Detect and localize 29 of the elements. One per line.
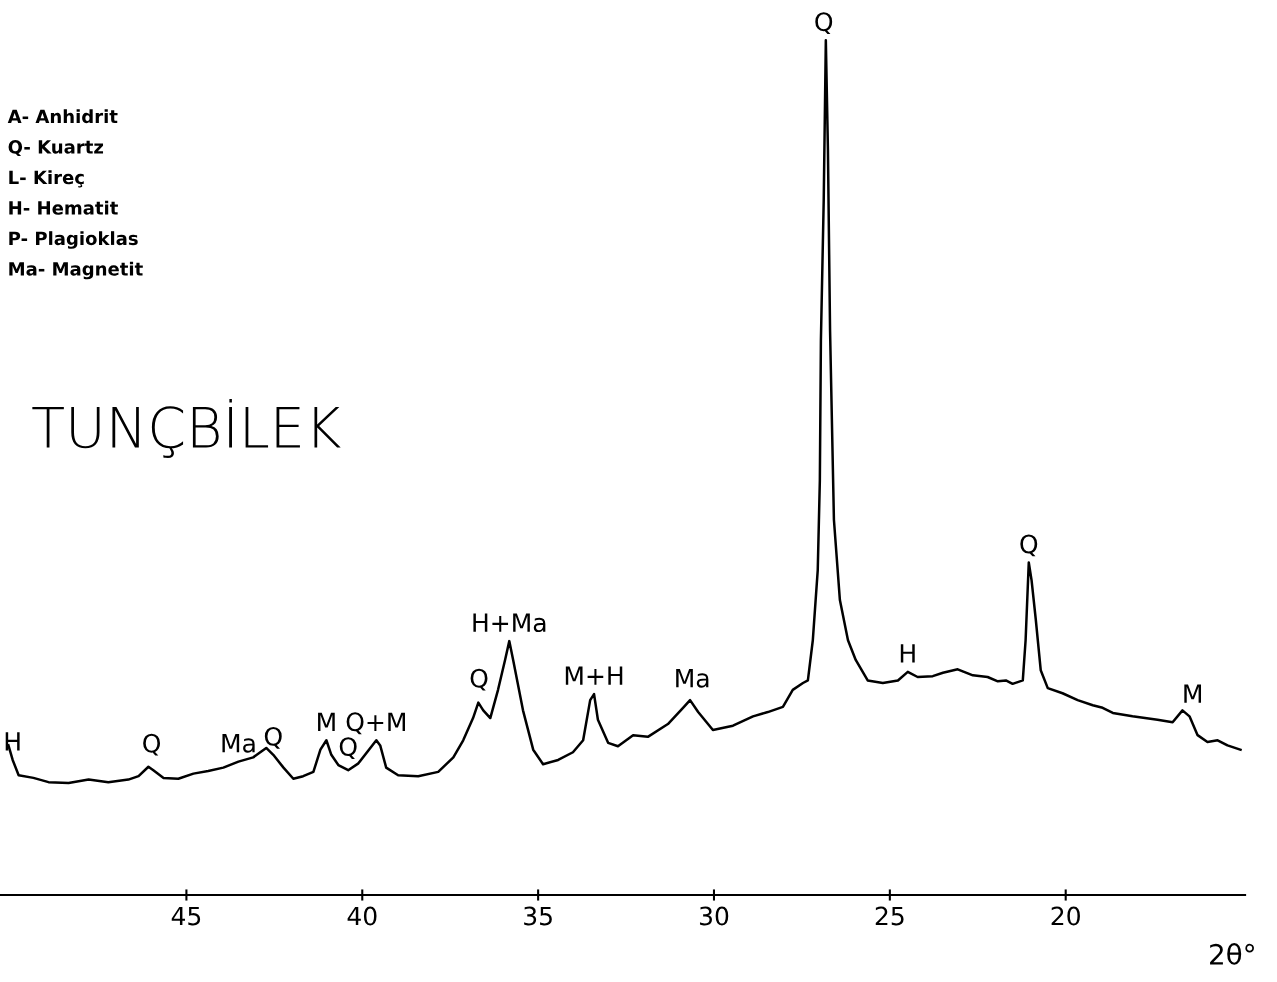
- annotation: Ma- Magnetit: [9, 261, 143, 280]
- annotation: Q: [143, 733, 161, 756]
- annotation: H: [5, 732, 20, 751]
- annotation: Q: [264, 726, 282, 749]
- annotation: Q- Kuartz: [8, 140, 104, 157]
- x-tick-label: 45: [171, 906, 201, 926]
- annotation: Ma: [676, 669, 709, 688]
- annotation: P- Plagioklas: [9, 231, 138, 249]
- annotation: Q: [815, 12, 833, 35]
- annotation: L- Kireç: [9, 170, 84, 188]
- annotation: M: [318, 712, 335, 731]
- text: TUNÇBİLEK: [32, 398, 341, 459]
- annotation: Q+M: [346, 712, 405, 735]
- x-tick-label: 25: [875, 906, 904, 926]
- annotation: Ma: [222, 734, 255, 753]
- x-axis-title: 2θ°: [1210, 943, 1254, 965]
- annotation: A- Anhidrit: [7, 109, 118, 124]
- annotation: M: [1184, 684, 1202, 703]
- annotation: Q: [339, 737, 357, 759]
- annotation: Q: [1020, 534, 1038, 557]
- x-tick-label: 35: [524, 906, 552, 926]
- annotation: M+H: [565, 666, 623, 685]
- annotation: H- Hematit: [9, 200, 118, 215]
- annotation: H: [900, 644, 915, 663]
- x-tick-label: 40: [347, 906, 377, 926]
- annotation: Q: [470, 668, 488, 691]
- annotation: H+Ma: [473, 613, 546, 633]
- x-tick-label: 20: [1051, 906, 1080, 926]
- x-tick-label: 30: [699, 906, 729, 926]
